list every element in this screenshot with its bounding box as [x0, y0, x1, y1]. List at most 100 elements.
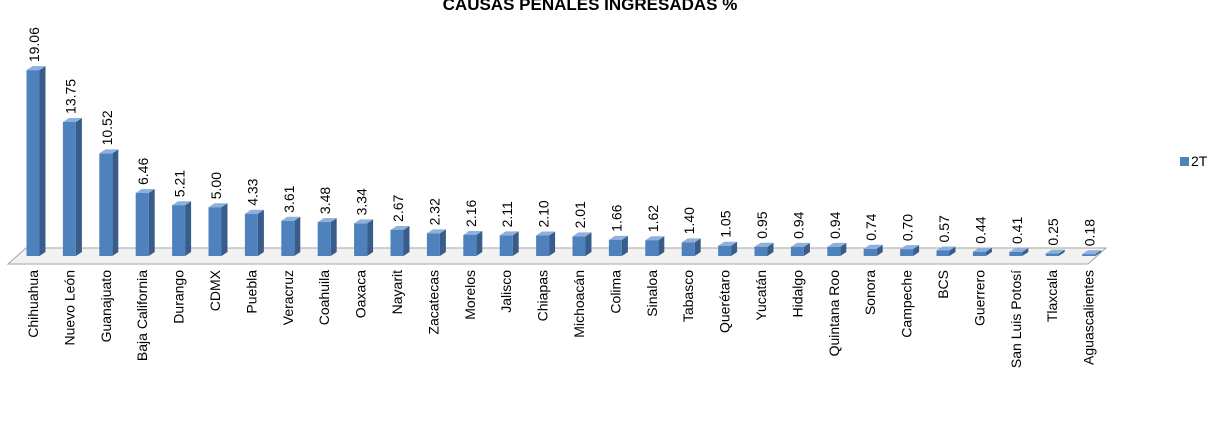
- bar: [172, 205, 186, 256]
- bar-top: [317, 218, 337, 223]
- x-tick-label: Aguascalientes: [1081, 270, 1097, 365]
- bar: [426, 233, 440, 256]
- x-tick-label: Puebla: [243, 270, 259, 314]
- value-label: 0.44: [972, 216, 988, 243]
- bar-side: [585, 232, 592, 256]
- bar-side: [1095, 250, 1102, 256]
- bar-top: [244, 209, 264, 214]
- bar-side: [1022, 248, 1029, 256]
- x-tick-label: Chiapas: [535, 270, 551, 321]
- x-tick-label: Nuevo León: [61, 270, 77, 346]
- bar-side: [840, 242, 847, 256]
- value-label: 10.52: [99, 110, 115, 145]
- bar-side: [876, 244, 883, 256]
- bar-top: [62, 117, 82, 122]
- bar-top: [645, 236, 665, 241]
- x-tick-label: Campeche: [899, 270, 915, 338]
- bar-top: [972, 247, 992, 252]
- bar: [463, 234, 477, 256]
- bar-side: [367, 219, 374, 256]
- bar: [354, 223, 368, 256]
- bar-top: [790, 242, 810, 247]
- value-label: 13.75: [62, 79, 78, 114]
- value-label: 2.11: [499, 201, 515, 227]
- x-tick-label: Tabasco: [680, 270, 696, 322]
- bar-top: [572, 232, 592, 237]
- value-label: 5.00: [208, 172, 224, 199]
- bar: [1082, 254, 1096, 256]
- value-label: 1.66: [608, 204, 624, 231]
- bar: [936, 250, 950, 256]
- x-tick-label: BCS: [935, 270, 951, 299]
- value-label: 0.94: [827, 211, 843, 238]
- x-tick-label: Michoacán: [571, 270, 587, 338]
- bar: [681, 242, 695, 256]
- bar-side: [985, 247, 992, 256]
- bar: [536, 235, 550, 256]
- bar-top: [354, 219, 374, 224]
- bar: [281, 220, 295, 256]
- value-label: 2.32: [426, 198, 442, 225]
- value-label: 0.74: [863, 213, 879, 240]
- bar: [863, 248, 877, 256]
- value-label: 0.57: [936, 215, 952, 242]
- x-tick-label: Coahuila: [316, 270, 332, 325]
- x-tick-label: Veracruz: [280, 270, 296, 325]
- bar: [1045, 253, 1059, 256]
- value-label: 1.40: [681, 207, 697, 234]
- bar: [972, 251, 986, 256]
- bar: [135, 193, 149, 256]
- x-tick-label: Oaxaca: [353, 270, 369, 318]
- value-label: 1.05: [718, 210, 734, 237]
- bar-top: [26, 66, 46, 71]
- value-label: 3.61: [281, 185, 297, 212]
- value-label: 1.62: [645, 205, 661, 232]
- value-label: 2.10: [536, 200, 552, 227]
- bar: [26, 70, 40, 256]
- value-label: 5.21: [172, 170, 188, 197]
- x-tick-label: Jalisco: [498, 270, 514, 313]
- bar-top: [608, 235, 628, 240]
- bar-top: [1082, 250, 1102, 255]
- bar: [572, 236, 586, 256]
- value-label: 2.67: [390, 195, 406, 222]
- bar-side: [294, 216, 301, 256]
- bar: [390, 229, 404, 256]
- bar-side: [1058, 249, 1065, 256]
- bar-side: [549, 231, 556, 256]
- bar: [827, 246, 841, 256]
- bar-side: [512, 231, 519, 256]
- bar: [99, 153, 113, 256]
- bar: [317, 222, 331, 256]
- bar-side: [621, 235, 628, 256]
- x-tick-label: Colima: [607, 270, 623, 314]
- bar: [208, 207, 222, 256]
- value-label: 2.16: [463, 199, 479, 226]
- bar-top: [827, 242, 847, 247]
- x-tick-label: Hidalgo: [789, 270, 805, 318]
- bar-top: [172, 201, 192, 206]
- value-label: 0.41: [1009, 217, 1025, 244]
- x-tick-label: Guerrero: [971, 270, 987, 326]
- value-label: 6.46: [135, 158, 151, 185]
- value-label: 0.18: [1082, 219, 1098, 246]
- bar: [62, 121, 76, 256]
- bar-side: [221, 203, 228, 256]
- bar-top: [863, 244, 883, 249]
- x-tick-label: Durango: [171, 270, 187, 324]
- bar-side: [949, 246, 956, 256]
- bar-side: [694, 238, 701, 256]
- bar-top: [99, 149, 119, 154]
- value-label: 0.94: [790, 211, 806, 238]
- bar-side: [476, 230, 483, 256]
- bar-side: [257, 209, 264, 256]
- bar: [499, 235, 513, 256]
- bar: [645, 240, 659, 256]
- bar-side: [112, 149, 119, 256]
- bar-side: [403, 225, 410, 256]
- x-tick-label: Chihuahua: [25, 270, 41, 338]
- x-tick-label: Quintana Roo: [826, 270, 842, 357]
- x-tick-label: San Luis Potosí: [1008, 270, 1024, 368]
- x-tick-label: Sonora: [862, 270, 878, 315]
